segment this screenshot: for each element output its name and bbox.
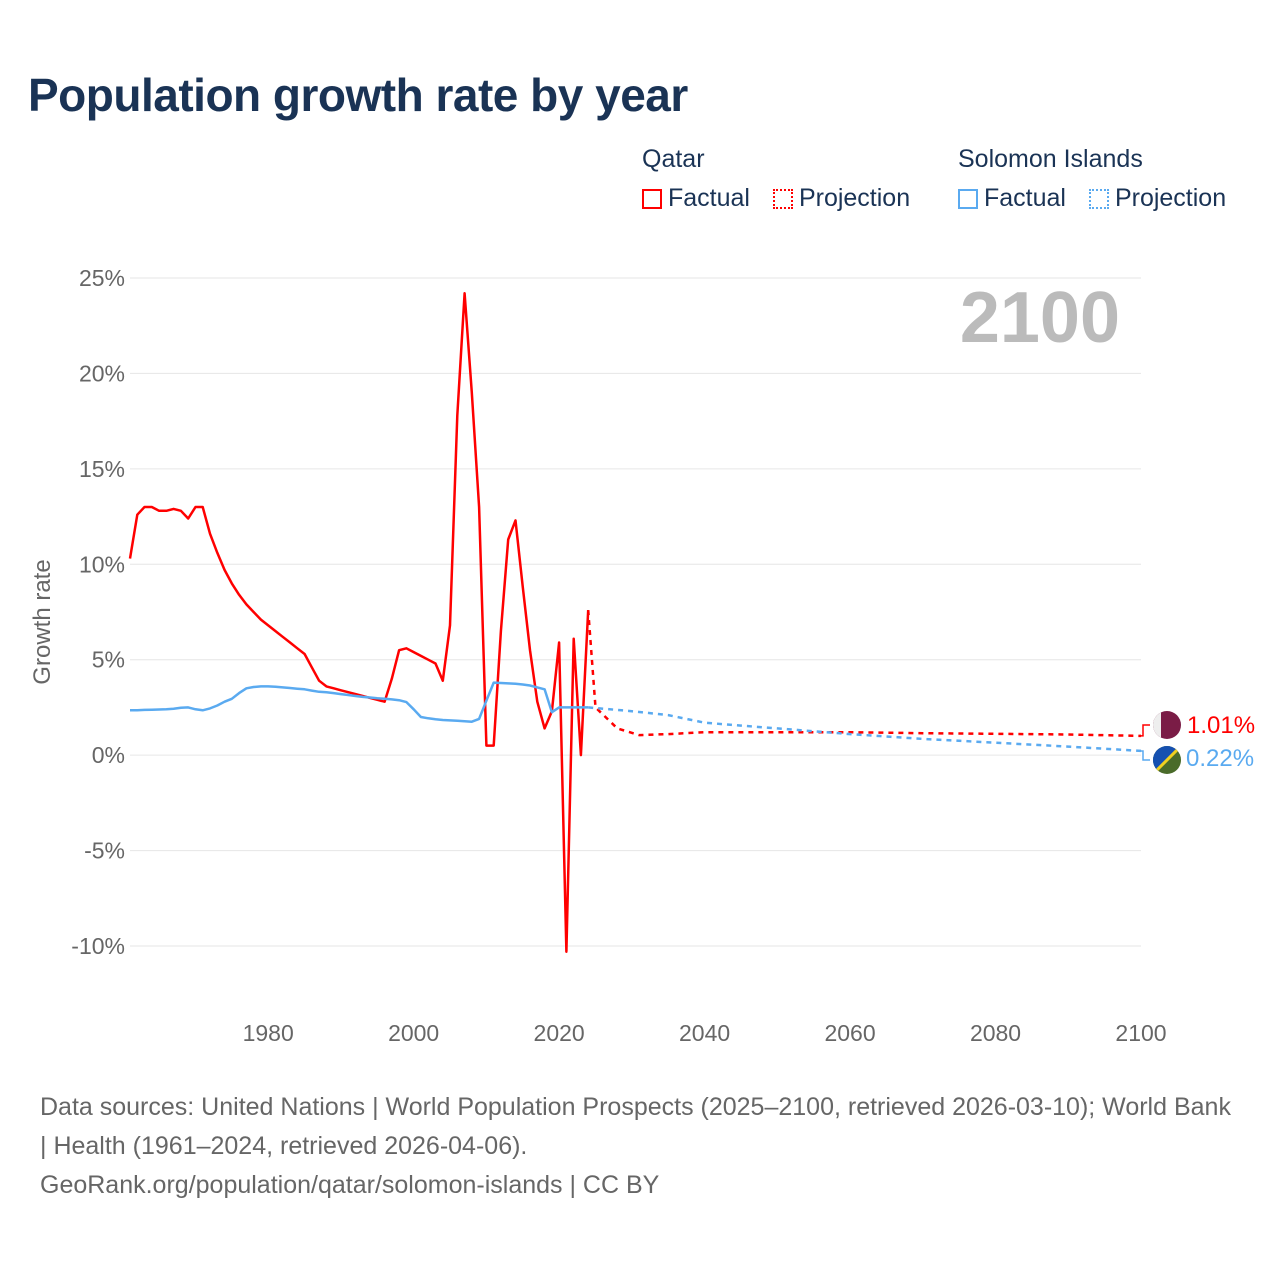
y-tick-label: 25% xyxy=(79,265,125,291)
solid-swatch-icon xyxy=(642,188,662,209)
solomon-islands-factual-line xyxy=(130,681,589,723)
y-tick-label: -5% xyxy=(84,838,125,864)
qatar-flag-icon xyxy=(1153,711,1181,739)
y-tick-label: 15% xyxy=(79,456,125,482)
x-tick-label: 1980 xyxy=(243,1020,294,1046)
qatar-projection-line xyxy=(586,610,1142,738)
chart-title: Population growth rate by year xyxy=(28,69,688,121)
y-tick-label: 10% xyxy=(79,551,125,577)
legend-item-solomon-factual[interactable]: Factual xyxy=(958,184,1066,213)
legend-label: Factual xyxy=(668,184,750,212)
solomon-islands-end-label: 0.22% xyxy=(1186,745,1254,772)
dotted-swatch-icon xyxy=(772,188,793,209)
legend-country: Qatar xyxy=(642,145,705,173)
y-tick-label: -10% xyxy=(71,933,125,959)
qatar-factual-line xyxy=(128,292,590,953)
x-tick-label: 2100 xyxy=(1115,1020,1166,1046)
line-chart: 25% 20% 15% 10% 5% 0% -5% -10% 1980 2000 2020 2040 2… xyxy=(29,265,1255,1046)
legend-group-qatar: Qatar Factual Projection xyxy=(642,145,926,216)
x-tick-label: 2000 xyxy=(388,1020,439,1046)
x-tick-label: 2060 xyxy=(824,1020,875,1046)
legend-item-qatar-factual[interactable]: Factual xyxy=(642,184,750,213)
data-sources: Data sources: United Nations | World Pop… xyxy=(40,1093,1231,1160)
solomon-label-connector xyxy=(1141,750,1150,761)
source-link[interactable]: GeoRank.org/population/qatar/solomon-isl… xyxy=(40,1171,660,1199)
legend-group-solomon-islands: Solomon Islands Factual Projection xyxy=(958,145,1242,216)
qatar-label-connector xyxy=(1141,724,1150,737)
x-tick-label: 2080 xyxy=(970,1020,1021,1046)
dotted-swatch-icon xyxy=(1088,188,1109,209)
legend-item-solomon-projection[interactable]: Projection xyxy=(1088,184,1227,213)
y-tick-label: 20% xyxy=(79,360,125,386)
y-axis-label: Growth rate xyxy=(29,559,56,684)
solomon-islands-projection-line xyxy=(588,706,1142,753)
year-display: 2100 xyxy=(960,278,1120,358)
x-tick-label: 2020 xyxy=(534,1020,585,1046)
y-tick-label: 0% xyxy=(92,742,125,768)
legend-label: Projection xyxy=(798,184,911,212)
footer: Data sources: United Nations | World Pop… xyxy=(40,1088,1240,1205)
qatar-end-label: 1.01% xyxy=(1187,712,1255,739)
y-tick-label: 5% xyxy=(92,647,125,673)
legend-label: Factual xyxy=(984,184,1066,212)
x-tick-label: 2040 xyxy=(679,1020,730,1046)
solid-swatch-icon xyxy=(958,188,978,209)
solomon-islands-flag-icon xyxy=(1153,746,1181,774)
legend-item-qatar-projection[interactable]: Projection xyxy=(772,184,911,213)
legend-label: Projection xyxy=(1114,184,1227,212)
legend-country: Solomon Islands xyxy=(958,145,1143,173)
